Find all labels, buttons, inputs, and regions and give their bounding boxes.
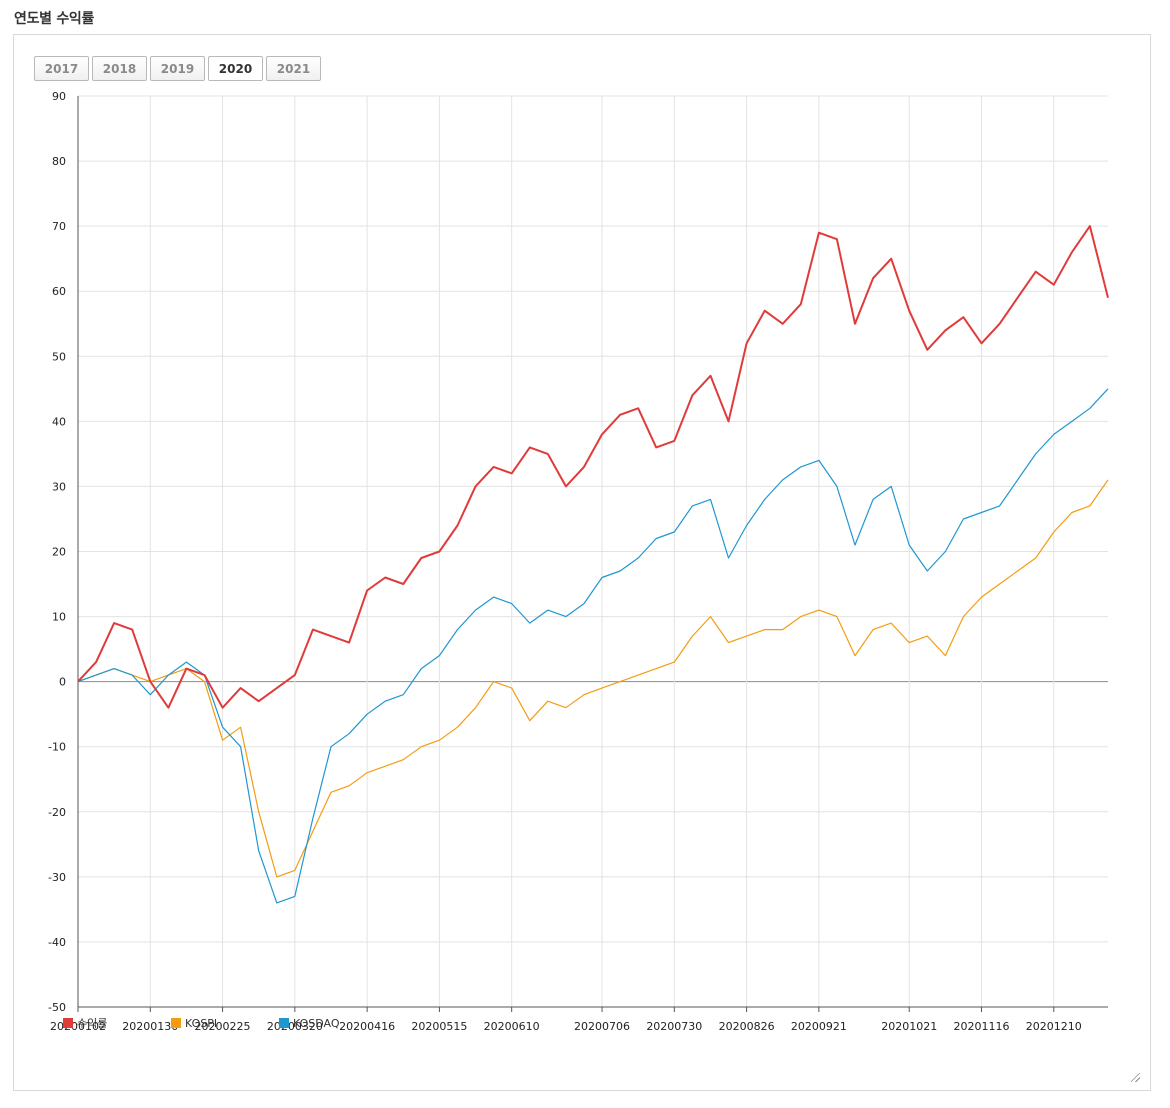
y-tick-label: -20 [48,806,66,819]
year-tabs: 2017 2018 2019 2020 2021 [34,56,321,81]
year-tab-2017[interactable]: 2017 [34,56,89,81]
y-tick-label: -40 [48,936,66,949]
x-tick-label: 20200826 [719,1020,775,1033]
resize-grip-icon[interactable] [1131,1073,1140,1082]
legend-swatch-kosdaq [279,1018,289,1028]
year-tab-2019[interactable]: 2019 [150,56,205,81]
chart-panel: 2017 2018 2019 2020 2021 [13,34,1151,1091]
year-tab-2021[interactable]: 2021 [266,56,321,81]
y-tick-label: 90 [52,90,66,103]
series-line-kospi [77,479,1109,878]
series-line-returns [77,225,1109,709]
x-tick-label: 20200130 [122,1020,178,1033]
y-tick-label: 50 [52,350,66,363]
x-tick-label: 20201210 [1026,1020,1082,1033]
page-title: 연도별 수익률 [14,11,95,27]
y-tick-label: 40 [52,415,66,428]
y-tick-label: 0 [59,676,66,689]
legend-label-kospi: KOSPI [185,1016,218,1030]
legend-swatch-returns [63,1018,73,1028]
x-tick-label: 20200730 [646,1020,702,1033]
legend-label-kosdaq: KOSDAQ [293,1016,340,1030]
x-tick-label: 20200706 [574,1020,630,1033]
legend-swatch-kospi [171,1018,181,1028]
x-tick-label: 20201116 [954,1020,1010,1033]
x-tick-label: 20200921 [791,1020,847,1033]
y-tick-label: -10 [48,741,66,754]
x-tick-label: 20200225 [195,1020,251,1033]
y-tick-label: 10 [52,611,66,624]
y-tick-label: 60 [52,285,66,298]
y-tick-label: 80 [52,155,66,168]
y-tick-label: 30 [52,480,66,493]
y-tick-label: 70 [52,220,66,233]
legend-item-kospi[interactable]: KOSPI [171,1015,279,1031]
chart-legend: 수익률 KOSPI KOSDAQ [63,1015,387,1031]
x-tick-label: 20200515 [411,1020,467,1033]
legend-label-returns: 수익률 [77,1017,108,1030]
legend-item-returns[interactable]: 수익률 [63,1015,171,1031]
y-tick-label: -50 [48,1001,66,1014]
series-line-kosdaq [77,388,1109,904]
x-tick-label: 20200610 [484,1020,540,1033]
year-tab-2018[interactable]: 2018 [92,56,147,81]
legend-item-kosdaq[interactable]: KOSDAQ [279,1015,387,1031]
year-tab-2020[interactable]: 2020 [208,56,263,81]
x-tick-label: 20200416 [339,1020,395,1033]
x-tick-label: 20201021 [881,1020,937,1033]
y-tick-label: 20 [52,546,66,559]
y-tick-label: -30 [48,871,66,884]
